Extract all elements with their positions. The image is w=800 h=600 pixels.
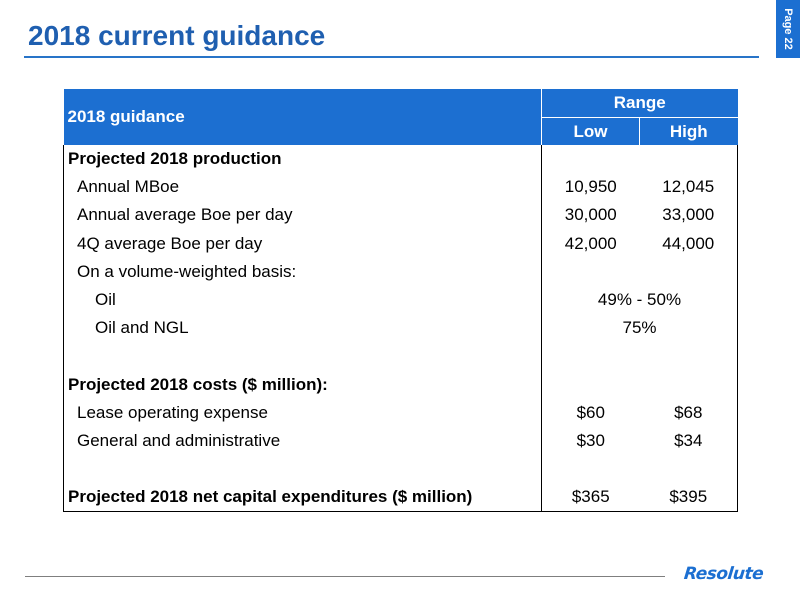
table-row: Oil 49% - 50% [63, 285, 738, 315]
row-label: Lease operating expense [63, 398, 542, 427]
row-label [63, 455, 542, 484]
header-range-label: Range [541, 89, 738, 118]
table-row: Lease operating expense $60 $68 [63, 398, 738, 427]
high-value: $395 [639, 483, 738, 513]
low-value: $365 [541, 483, 640, 513]
high-value [639, 257, 738, 286]
low-value: 10,950 [564, 177, 617, 197]
high-value [639, 342, 738, 371]
table-row: Annual average Boe per day 30,000 33,000 [63, 201, 738, 230]
low-value: $60 [576, 402, 605, 422]
slide-title: 2018 current guidance [28, 20, 326, 51]
row-label: Annual MBoe [63, 173, 542, 202]
table-row: On a volume-weighted basis: [63, 257, 738, 286]
high-value: $68 [639, 398, 738, 427]
low-value [542, 258, 640, 286]
page-number-tab: Page 22 [776, 0, 800, 58]
resolute-logo: Resolute [682, 564, 765, 584]
row-label: On a volume-weighted basis: [63, 257, 542, 286]
page-number-label: Page 22 [782, 8, 794, 50]
high-value: 33,000 [639, 201, 738, 230]
low-value: $30 [576, 430, 605, 450]
low-value [542, 342, 640, 370]
high-value [639, 455, 738, 484]
table-row: Projected 2018 costs ($ million): [63, 370, 738, 399]
low-value [542, 371, 640, 399]
row-label: Annual average Boe per day [63, 201, 542, 230]
low-value [542, 455, 640, 483]
guidance-table: 2018 guidance Range Low High Projected 2… [63, 89, 738, 513]
footer-divider [25, 576, 665, 577]
range-value: 75% [541, 314, 738, 343]
low-value [542, 145, 640, 173]
table-row: Projected 2018 production [63, 145, 738, 174]
row-label: 4Q average Boe per day [63, 229, 542, 258]
range-value: 49% - 50% [541, 285, 738, 315]
table-row: Projected 2018 net capital expenditures … [63, 483, 738, 513]
table-row: General and administrative $30 $34 [63, 426, 738, 456]
row-label [63, 342, 542, 371]
high-value: 44,000 [639, 229, 738, 258]
table-row [63, 455, 738, 484]
header-high-label: High [639, 117, 738, 145]
low-value: 42,000 [564, 233, 617, 253]
high-value: $34 [639, 426, 738, 456]
header-guidance-label: 2018 guidance [63, 89, 542, 145]
high-value: 12,045 [639, 173, 738, 202]
row-label: Oil and NGL [63, 314, 542, 343]
section-heading-production: Projected 2018 production [63, 145, 542, 174]
title-underline [24, 56, 759, 58]
high-value [639, 145, 738, 174]
table-row: Annual MBoe 10,950 12,045 [63, 173, 738, 202]
low-value: 30,000 [564, 205, 617, 225]
table-row [63, 342, 738, 371]
header-low-label: Low [541, 117, 640, 145]
section-heading-costs: Projected 2018 costs ($ million): [63, 370, 542, 399]
table-row: Oil and NGL 75% [63, 314, 738, 343]
table-row: 4Q average Boe per day 42,000 44,000 [63, 229, 738, 258]
high-value [639, 370, 738, 399]
section-heading-capex: Projected 2018 net capital expenditures … [63, 483, 542, 513]
guidance-table-header: 2018 guidance Range Low High [63, 89, 738, 145]
row-label: Oil [63, 285, 542, 315]
row-label: General and administrative [63, 426, 542, 456]
